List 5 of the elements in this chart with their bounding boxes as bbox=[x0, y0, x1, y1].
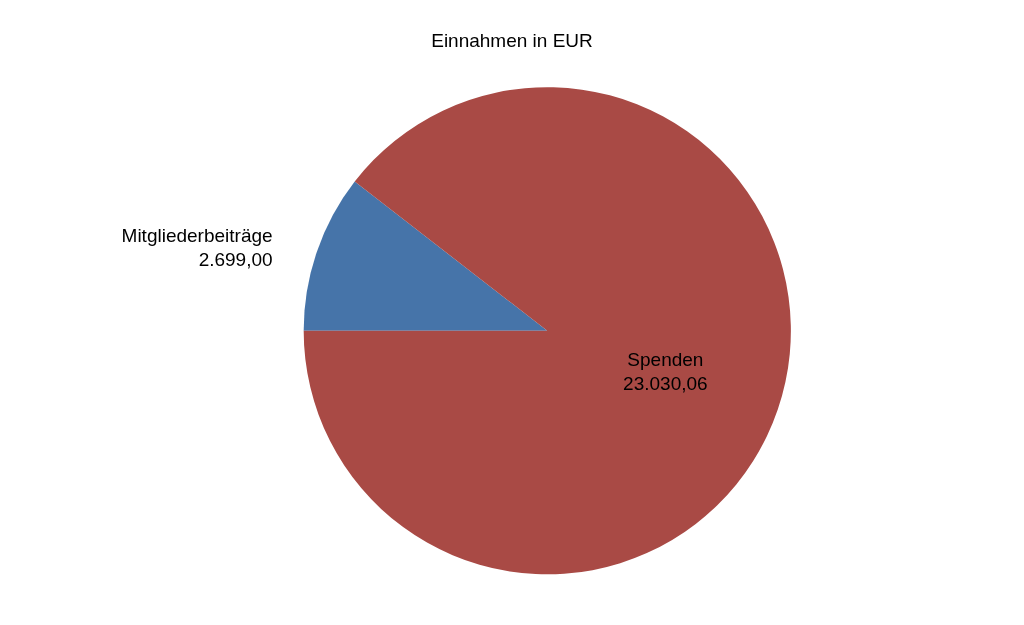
data-label: 23.030,06 bbox=[623, 372, 708, 394]
chart-title: Einnahmen in EUR bbox=[431, 30, 593, 51]
slice-label: Spenden bbox=[627, 348, 704, 370]
slice-label: Mitgliederbeiträge bbox=[121, 224, 273, 246]
data-label: 2.699,00 bbox=[198, 248, 273, 270]
